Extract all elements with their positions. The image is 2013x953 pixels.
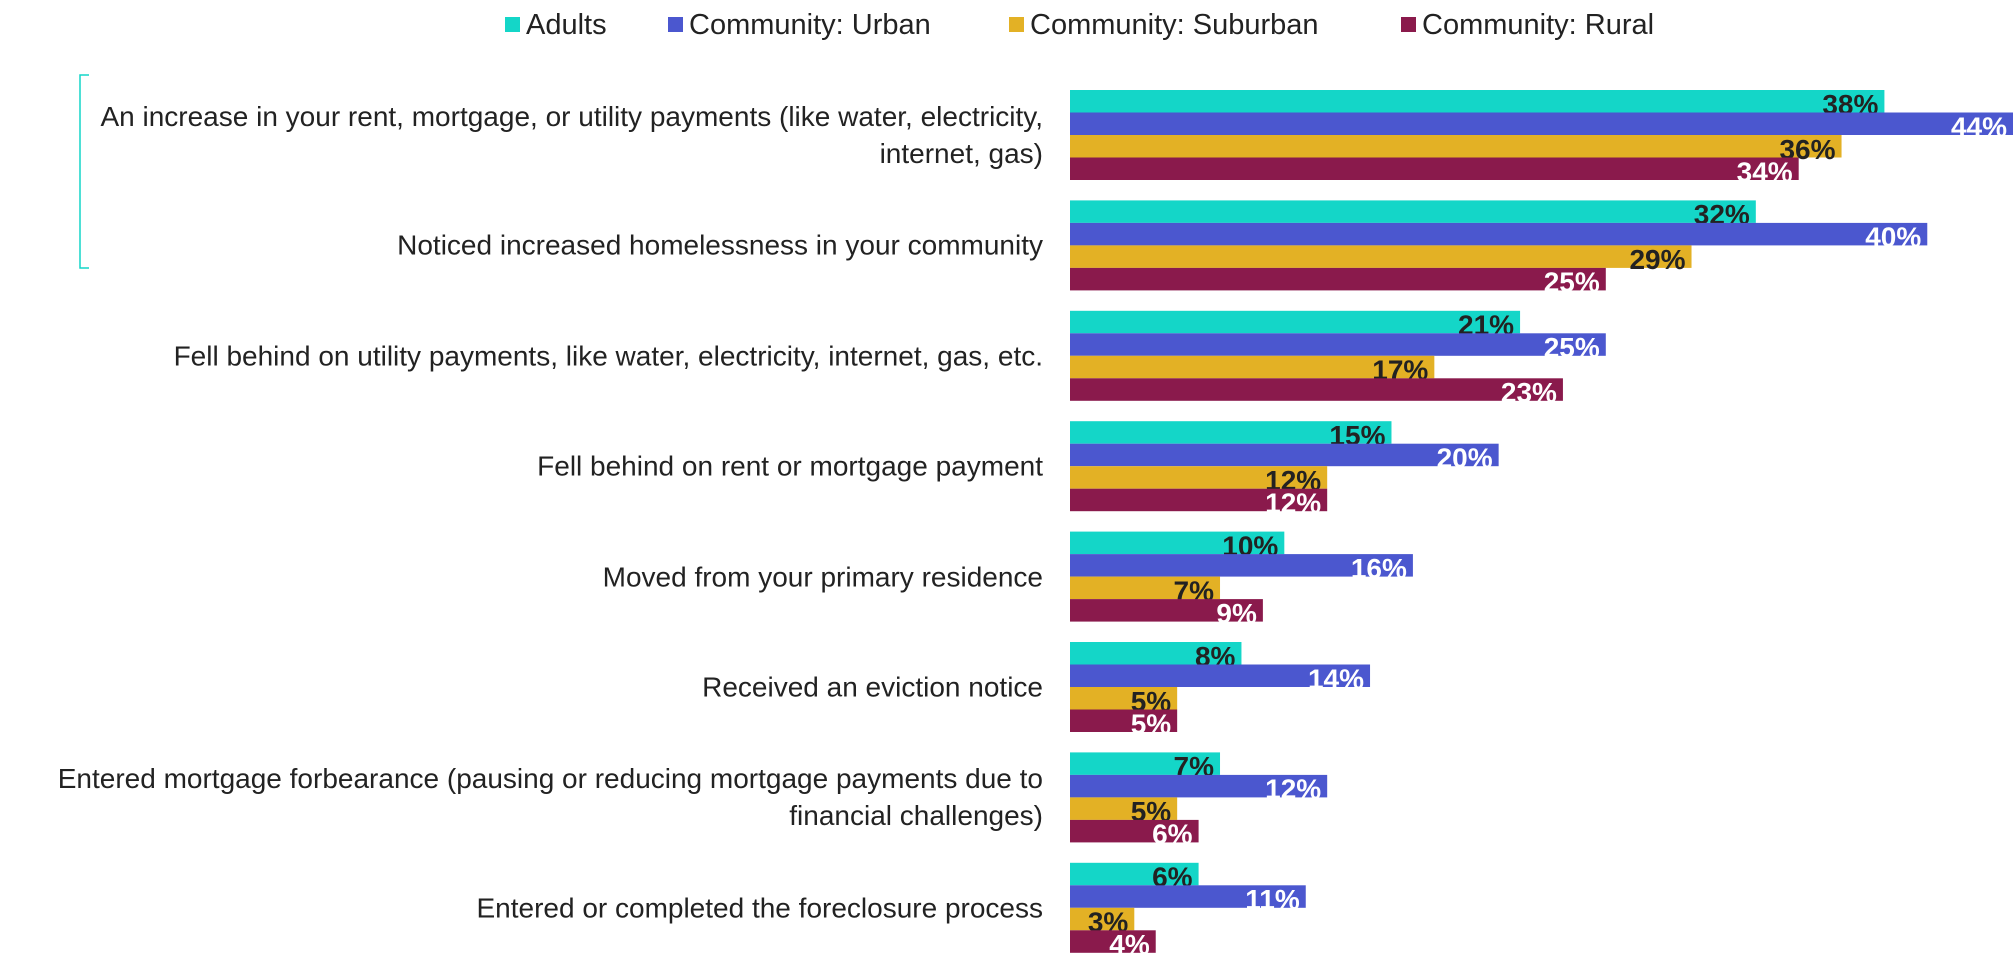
bar — [1070, 333, 1606, 356]
bar — [1070, 443, 1499, 467]
legend-swatch — [668, 17, 683, 32]
value-label: 11% — [1245, 884, 1300, 915]
value-label: 5% — [1131, 708, 1172, 739]
value-label: 9% — [1216, 598, 1257, 629]
bar — [1070, 642, 1242, 665]
category-label: Received an eviction notice — [702, 671, 1043, 703]
bar — [1070, 90, 1885, 113]
value-label: 16% — [1351, 553, 1407, 584]
bar — [1070, 310, 1521, 334]
bar — [1070, 885, 1306, 908]
category-label: Fell behind on utility payments, like wa… — [173, 340, 1043, 372]
legend-swatch — [1009, 17, 1024, 32]
value-label: 44% — [1951, 111, 2007, 142]
legend-swatch — [505, 17, 520, 32]
legend-label: Community: Rural — [1422, 9, 1654, 41]
value-label: 29% — [1629, 244, 1685, 275]
value-label: 12% — [1265, 487, 1321, 518]
legend-label: Adults — [526, 9, 607, 41]
value-label: 12% — [1265, 774, 1321, 805]
category-label: Entered or completed the foreclosure pro… — [476, 892, 1043, 924]
legend-label: Community: Urban — [689, 9, 931, 41]
value-label: 14% — [1308, 663, 1364, 694]
category-label: An increase in your rent, mortgage, or u… — [100, 101, 1043, 169]
bar — [1070, 245, 1692, 268]
bar — [1070, 157, 1799, 180]
value-label: 23% — [1501, 377, 1557, 408]
bar — [1070, 687, 1178, 710]
value-label: 4% — [1109, 929, 1150, 953]
bar — [1070, 797, 1178, 820]
bar — [1070, 930, 1156, 953]
bar — [1070, 112, 2013, 135]
bar — [1070, 200, 1756, 223]
bar — [1070, 599, 1263, 622]
bar — [1070, 421, 1392, 444]
category-label: Fell behind on rent or mortgage payment — [537, 450, 1043, 482]
value-label: 25% — [1544, 267, 1600, 298]
bar — [1070, 378, 1563, 401]
bar — [1070, 576, 1221, 600]
bar — [1070, 488, 1328, 512]
value-label: 40% — [1865, 222, 1921, 253]
bar — [1070, 267, 1606, 291]
bar — [1070, 709, 1178, 732]
bar — [1070, 907, 1135, 931]
category-label: Noticed increased homelessness in your c… — [397, 229, 1043, 261]
legend-swatch — [1401, 17, 1416, 32]
category-label: Moved from your primary residence — [602, 561, 1043, 593]
bar — [1070, 531, 1285, 555]
bar — [1070, 554, 1413, 577]
value-label: 25% — [1544, 332, 1600, 363]
bar — [1070, 774, 1328, 798]
value-label: 34% — [1737, 156, 1793, 187]
legend-label: Community: Suburban — [1030, 9, 1319, 41]
value-label: 20% — [1437, 442, 1493, 473]
bar — [1070, 135, 1842, 158]
bar — [1070, 862, 1199, 886]
bar — [1070, 752, 1221, 775]
bar — [1070, 664, 1371, 687]
bar — [1070, 466, 1328, 489]
bar — [1070, 355, 1435, 379]
category-label: Entered mortgage forbearance (pausing or… — [57, 763, 1043, 832]
bar — [1070, 819, 1199, 843]
bar — [1070, 222, 1928, 246]
value-label: 6% — [1152, 819, 1193, 850]
bracket — [79, 74, 89, 269]
